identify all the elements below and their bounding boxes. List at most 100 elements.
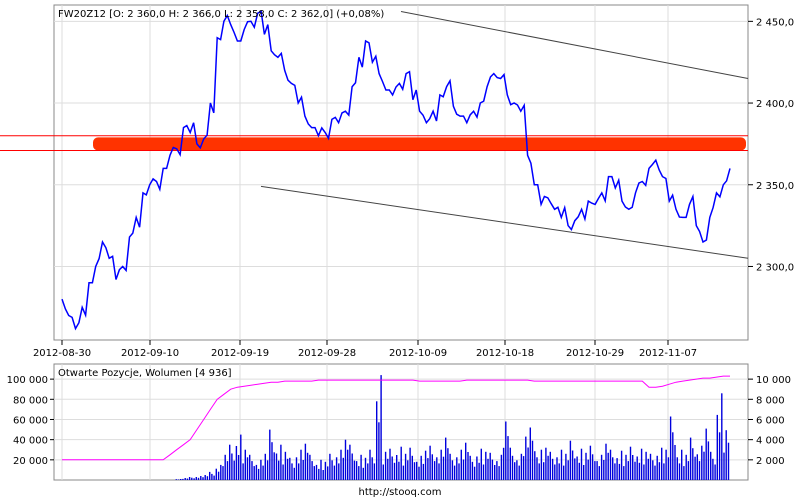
volume-bar bbox=[211, 473, 213, 480]
volume-bar bbox=[558, 463, 560, 480]
volume-bar bbox=[683, 466, 685, 480]
channel-upper-line bbox=[400, 11, 749, 80]
volume-y-axis: 10 000 8 000 6 000 4 000 2 000 bbox=[748, 375, 791, 467]
volume-bar bbox=[422, 463, 425, 480]
volume-bar bbox=[404, 453, 407, 480]
volume-bar bbox=[587, 459, 589, 480]
volume-bar bbox=[494, 465, 496, 480]
volume-bar bbox=[545, 447, 547, 480]
date-tick-label: 2012-08-30 bbox=[33, 348, 91, 359]
volume-bar bbox=[511, 455, 514, 480]
volume-bar bbox=[257, 468, 260, 480]
price-y-tick-label: 2 400,0 bbox=[756, 99, 794, 110]
price-grid bbox=[54, 5, 748, 340]
volume-bar bbox=[643, 464, 645, 480]
volume-bar bbox=[175, 479, 177, 480]
date-tick-label: 2012-10-09 bbox=[389, 348, 447, 359]
volume-bar bbox=[273, 452, 275, 480]
oi-tick-label: 60 000 bbox=[13, 415, 48, 426]
volume-bar bbox=[367, 463, 369, 480]
volume-bar bbox=[531, 440, 534, 480]
volume-bar bbox=[191, 477, 193, 480]
date-tick-label: 2012-09-28 bbox=[298, 348, 356, 359]
volume-bar bbox=[302, 460, 304, 480]
price-chart-title: FW20Z12 [O: 2 360,0 H: 2 366,0 L: 2 358,… bbox=[58, 9, 384, 20]
volume-bar bbox=[549, 451, 551, 480]
volume-bar bbox=[418, 466, 420, 480]
volume-bar bbox=[376, 401, 378, 480]
volume-bar bbox=[180, 479, 182, 480]
volume-bar bbox=[712, 458, 714, 480]
volume-bar bbox=[391, 456, 393, 480]
volume-bar bbox=[565, 453, 567, 480]
volume-tick-label: 10 000 bbox=[756, 375, 791, 386]
volume-bar bbox=[206, 476, 209, 480]
date-tick-label: 2012-09-10 bbox=[121, 348, 179, 359]
volume-bar bbox=[271, 442, 273, 480]
volume-bar bbox=[560, 449, 563, 480]
volume-bar bbox=[652, 460, 654, 480]
price-y-tick-label: 2 300,0 bbox=[756, 262, 794, 273]
volume-bar bbox=[355, 461, 358, 480]
volume-bar bbox=[255, 464, 258, 480]
volume-bar bbox=[309, 454, 311, 480]
volume-bar bbox=[393, 462, 396, 480]
volume-bar bbox=[229, 444, 231, 480]
volume-bar bbox=[349, 444, 351, 480]
volume-bar bbox=[605, 443, 607, 480]
volume-bar bbox=[598, 466, 600, 480]
volume-bar bbox=[694, 456, 696, 480]
volume-bar bbox=[525, 436, 527, 480]
volume-bar bbox=[342, 457, 344, 480]
volume-bar bbox=[563, 465, 565, 480]
volume-bar bbox=[291, 463, 293, 480]
volume-bar bbox=[278, 460, 280, 480]
volume-bar bbox=[721, 393, 723, 480]
volume-bar bbox=[371, 457, 373, 480]
open-interest-line bbox=[62, 375, 730, 461]
volume-bar bbox=[409, 447, 411, 480]
volume-bar bbox=[222, 466, 224, 480]
volume-bar bbox=[538, 463, 540, 480]
volume-bar bbox=[718, 432, 721, 480]
volume-bar bbox=[516, 460, 518, 480]
volume-bar bbox=[398, 461, 400, 480]
volume-bar bbox=[500, 454, 503, 480]
volume-bar bbox=[369, 449, 371, 480]
volume-bar bbox=[707, 441, 710, 480]
volume-bar bbox=[654, 465, 656, 480]
volume-bar bbox=[681, 449, 683, 480]
date-tick-label: 2012-09-19 bbox=[211, 348, 269, 359]
footer-url[interactable]: http://stooq.com bbox=[359, 487, 442, 498]
date-tick-label: 2012-11-07 bbox=[639, 348, 697, 359]
volume-bar bbox=[543, 462, 545, 480]
volume-bar bbox=[384, 451, 387, 480]
volume-bar bbox=[235, 446, 238, 480]
volume-bar bbox=[527, 447, 529, 480]
volume-bar bbox=[658, 462, 661, 480]
volume-bar bbox=[467, 452, 469, 480]
volume-bar bbox=[627, 461, 629, 480]
volume-bar bbox=[710, 451, 712, 480]
volume-bar bbox=[298, 463, 300, 480]
volume-bar bbox=[389, 448, 391, 480]
volume-bar bbox=[522, 456, 525, 480]
volume-bar bbox=[233, 460, 235, 480]
volume-bar bbox=[687, 461, 690, 480]
volume-bar bbox=[476, 456, 478, 480]
volume-bar bbox=[589, 445, 592, 480]
volume-bar bbox=[632, 455, 634, 480]
volume-bar bbox=[226, 461, 229, 480]
volume-bar bbox=[429, 445, 431, 480]
volume-bar bbox=[200, 476, 202, 480]
volume-bar bbox=[311, 461, 313, 480]
volume-bar bbox=[327, 466, 329, 480]
volume-bar bbox=[603, 460, 605, 480]
volume-tick-label: 2 000 bbox=[756, 456, 785, 467]
volume-bar bbox=[567, 460, 569, 480]
volume-bar bbox=[275, 453, 278, 480]
volume-bar bbox=[609, 449, 612, 480]
volume-bar bbox=[496, 461, 498, 480]
volume-bar bbox=[529, 427, 531, 480]
volume-bar bbox=[616, 458, 618, 480]
